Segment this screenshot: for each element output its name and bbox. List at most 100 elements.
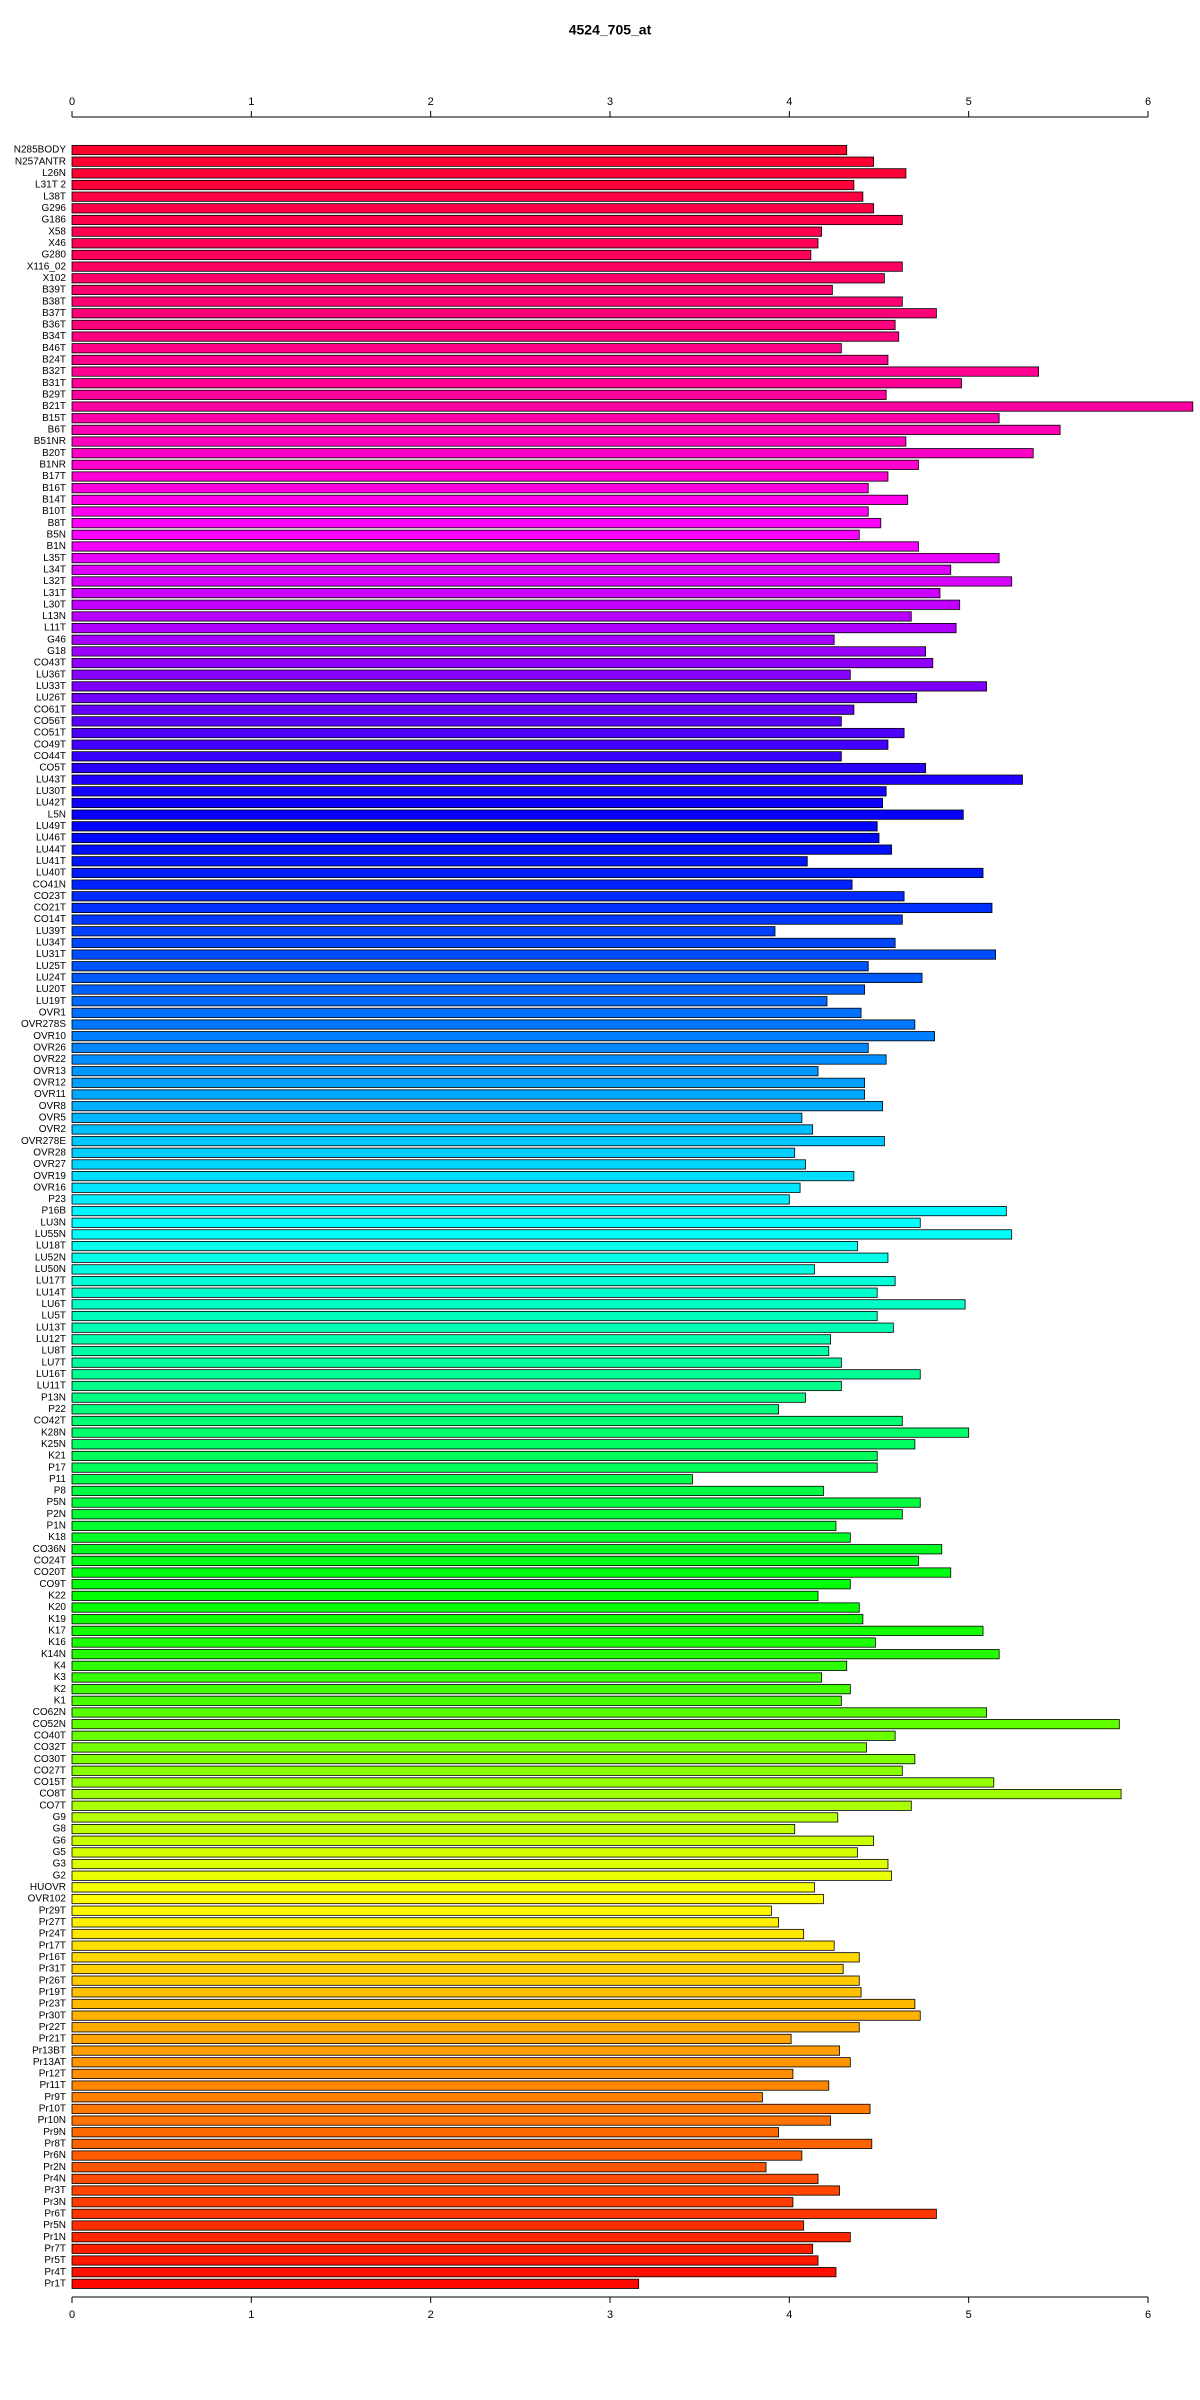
bar [71,1287,878,1298]
y-tick-label: G280 [42,250,67,261]
bar [71,1147,796,1158]
y-tick-label: LU50N [35,1264,66,1275]
y-tick-label: Pr6N [43,2150,66,2161]
y-tick-label: OVR102 [28,1894,67,1905]
x-tick-label: 5 [966,96,972,108]
bar [71,2197,794,2208]
bar [71,949,996,960]
y-tick-label: CO23T [34,891,66,902]
y-tick-label: OVR22 [33,1054,66,1065]
y-tick-label: LU52N [35,1252,66,1263]
y-tick-label: B46T [42,343,66,354]
y-tick-label: K4 [54,1660,67,1671]
bar [71,2103,871,2114]
bar [71,926,776,937]
y-tick-label: L5N [48,809,66,820]
bar [71,471,889,482]
bar [71,1439,916,1450]
bar [71,1789,1122,1800]
bar [71,1194,790,1205]
y-tick-label: K17 [48,1625,66,1636]
bar [71,2208,937,2219]
y-tick-label: B8T [48,518,66,529]
y-tick-label: Pr8T [44,2139,66,2150]
y-tick-label: Pr17T [39,1940,66,1951]
bar [71,436,907,447]
y-tick-label: L11T [44,623,66,634]
bar [71,1077,866,1088]
y-tick-label: L31T 2 [35,180,66,191]
y-tick-label: G296 [42,203,67,214]
bar [71,424,1061,435]
y-tick-label: CO40T [34,1730,66,1741]
bar [71,704,855,715]
bar [71,529,860,540]
bar [71,144,848,156]
y-tick-label: LU41T [36,856,66,867]
x-tick-label: 5 [966,2309,972,2321]
bar [71,774,1023,785]
bar [71,1054,887,1065]
y-tick-label: LU16T [36,1369,66,1380]
bar [71,1882,815,1893]
bar [71,1101,883,1112]
bar [71,623,957,634]
bar [71,961,869,972]
bar [71,751,842,762]
bar [71,459,919,470]
y-tick-label: LU49T [36,821,66,832]
y-tick-label: P1N [47,1521,66,1532]
bar [71,564,952,575]
x-tick-label: 3 [607,2309,613,2321]
bar [71,1567,952,1578]
y-tick-label: Pr7T [44,2243,66,2254]
bar [71,1241,858,1252]
y-tick-label: CO43T [34,658,66,669]
y-tick-label: LU25T [36,961,66,972]
chart-title: 4524_705_at [569,22,652,38]
bar [71,1275,896,1287]
y-tick-label: OVR278E [21,1136,66,1147]
bar [71,599,961,610]
bar [71,2080,830,2091]
bar [71,2022,860,2033]
bar [71,203,875,214]
bar [71,273,885,284]
bar [71,1637,876,1648]
y-tick-label: Pr10T [39,2104,66,2115]
bar [71,1019,916,1030]
y-tick-label: CO61T [34,704,66,715]
bar [71,1555,919,1566]
y-tick-label: K1 [54,1695,67,1706]
bar [71,413,1000,424]
y-tick-label: Pr12T [39,2069,66,2080]
y-tick-label: CO41N [33,879,66,890]
y-tick-label: Pr3N [43,2197,66,2208]
y-tick-label: B24T [42,355,66,366]
bar [71,1952,860,1963]
y-tick-label: Pr9T [44,2092,66,2103]
bar [71,1206,1007,1217]
y-tick-label: B16T [42,483,66,494]
y-tick-label: P8 [54,1486,67,1497]
y-tick-label: Pr22T [39,2022,66,2033]
bar [71,1963,844,1975]
bar [71,2278,640,2289]
y-tick-label: LU19T [36,996,66,1007]
y-tick-label: N285BODY [14,145,67,156]
y-tick-label: CO62N [33,1707,66,1718]
y-tick-label: P16B [42,1206,67,1217]
bar [71,1975,860,1986]
bar [71,308,937,319]
y-tick-label: G186 [42,215,67,226]
y-tick-label: LU24T [36,973,66,984]
y-tick-label: G46 [47,634,66,645]
bar [71,249,812,261]
bar [71,1007,862,1018]
y-tick-label: LU20T [36,984,66,995]
y-tick-label: Pr5T [44,2255,66,2266]
y-tick-label: B39T [42,285,66,296]
y-tick-label: G5 [53,1847,67,1858]
bar [71,214,903,226]
